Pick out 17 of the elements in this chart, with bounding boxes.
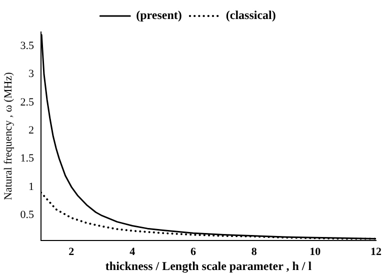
x-tick-label: 4	[130, 246, 136, 258]
y-tick-label: 3	[28, 68, 34, 80]
y-tick-label: 2.5	[20, 96, 34, 108]
x-tick-label: 10	[310, 246, 322, 258]
legend-label: (classical)	[226, 8, 276, 22]
y-tick-label: 1.5	[20, 152, 34, 165]
x-tick-label: 12	[370, 246, 382, 258]
x-tick-label: 2	[68, 246, 75, 258]
y-tick-label: 0.5	[20, 208, 34, 221]
legend-label: (present)	[136, 8, 182, 22]
y-tick-label: 2	[28, 124, 34, 136]
y-tick-label: 1	[28, 180, 34, 193]
x-tick-label: 8	[251, 246, 258, 258]
x-axis-title: thickness / Length scale parameter , h / l	[105, 258, 312, 273]
y-axis-title: Natural frequency , ω (MHz)	[2, 72, 14, 200]
y-tick-label: 3.5	[20, 40, 34, 52]
x-tick-label: 6	[190, 246, 196, 258]
